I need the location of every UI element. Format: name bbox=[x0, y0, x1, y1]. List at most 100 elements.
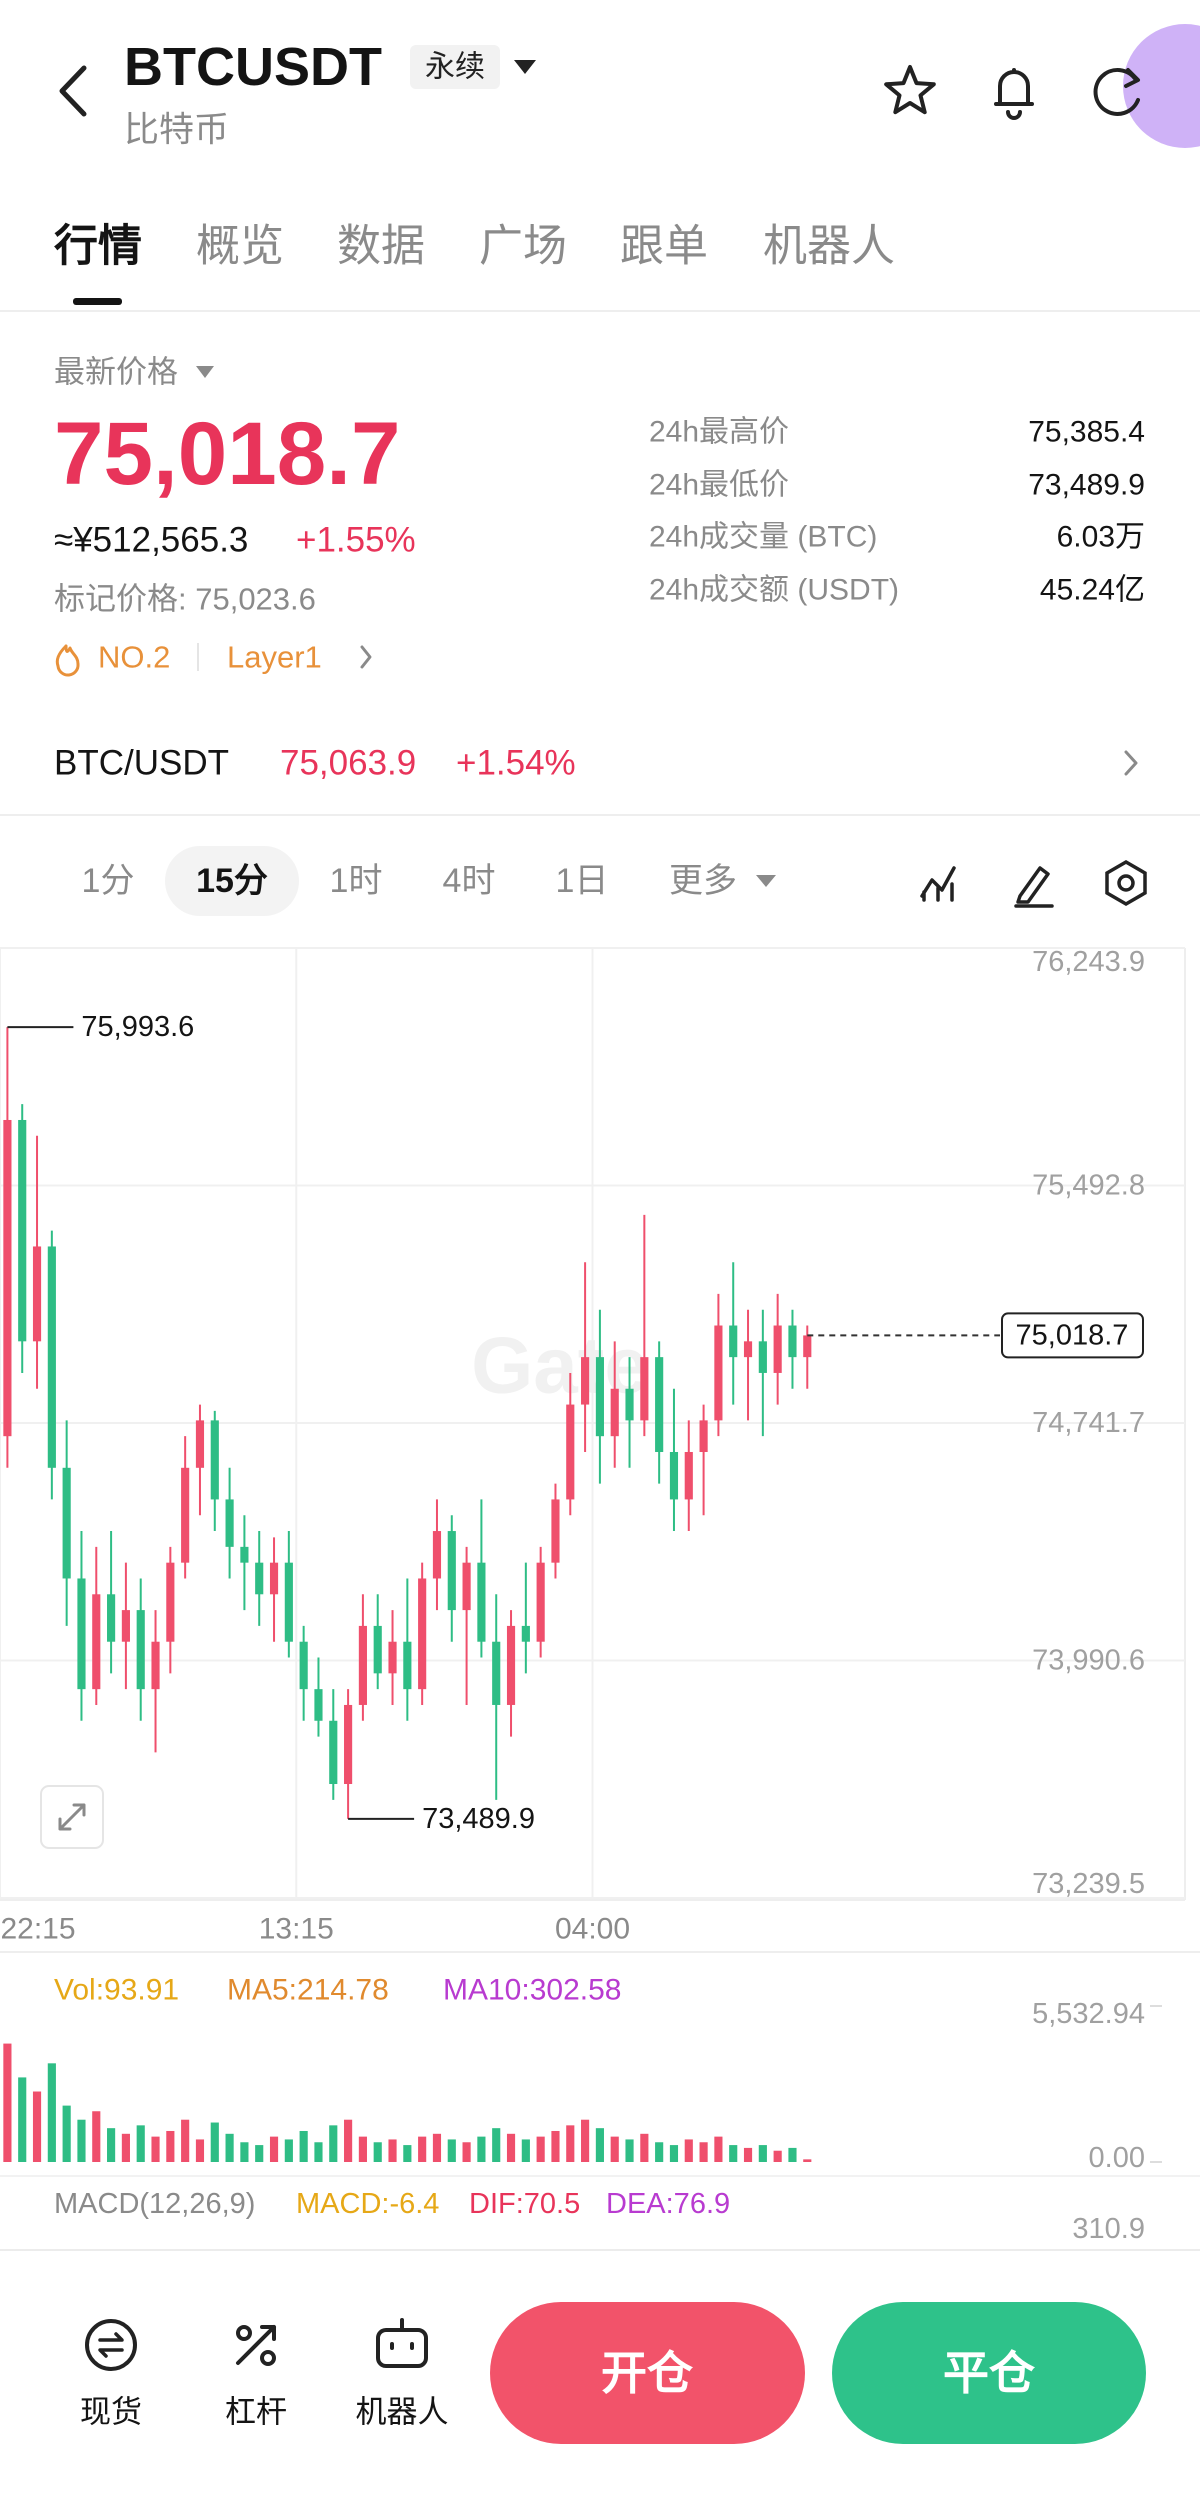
candle-body bbox=[358, 1625, 367, 1705]
candle-body bbox=[181, 1467, 190, 1563]
candle-body bbox=[344, 1704, 353, 1785]
action-label[interactable]: 现货 bbox=[80, 2395, 142, 2430]
candle-body bbox=[551, 1499, 560, 1563]
volume-bar bbox=[284, 2139, 293, 2162]
volume-bar bbox=[255, 2145, 264, 2162]
timeframe-selected-bg bbox=[165, 846, 299, 916]
rank-tag[interactable]: NO.2 bbox=[98, 640, 170, 675]
price-label: 最新价格 bbox=[54, 355, 178, 390]
volume-bar bbox=[107, 2128, 116, 2162]
mark-price: 标记价格: 75,023.6 bbox=[54, 582, 316, 617]
candle-body bbox=[536, 1562, 545, 1642]
volume-tick-label: 0.00 bbox=[1089, 2142, 1145, 2174]
indicator-button[interactable] bbox=[920, 866, 956, 902]
candle-body bbox=[506, 1625, 516, 1705]
volume-bar bbox=[181, 2119, 190, 2162]
timeframe[interactable]: 1分 bbox=[82, 862, 135, 900]
action-label[interactable]: 机器人 bbox=[356, 2395, 449, 2430]
volume-bar bbox=[269, 2136, 279, 2162]
volume-bar bbox=[195, 2139, 205, 2162]
timeframe[interactable]: 1日 bbox=[556, 862, 609, 900]
stat-label: 24h最高价 bbox=[649, 416, 789, 449]
volume-bar bbox=[714, 2136, 723, 2162]
tab[interactable]: 机器人 bbox=[763, 222, 895, 271]
dropdown-arrow[interactable] bbox=[514, 60, 536, 74]
candle-body bbox=[403, 1641, 412, 1690]
volume-bar bbox=[477, 2136, 486, 2162]
volume-bar bbox=[240, 2142, 249, 2162]
macd-axis-label: 310.9 bbox=[1072, 2213, 1145, 2245]
volume-bar bbox=[329, 2125, 338, 2162]
close-button-label[interactable]: 平仓 bbox=[943, 2347, 1036, 2399]
x-tick-label: 22:15 bbox=[0, 1913, 75, 1946]
favorite-button[interactable] bbox=[884, 65, 936, 115]
tab[interactable]: 广场 bbox=[479, 222, 567, 271]
tab[interactable]: 跟单 bbox=[620, 222, 708, 271]
volume-bar bbox=[447, 2139, 456, 2162]
volume-bar bbox=[32, 2091, 42, 2162]
volume-bar bbox=[18, 2077, 27, 2162]
spot-chevron bbox=[1124, 750, 1138, 776]
x-tick-label: 04:00 bbox=[555, 1913, 630, 1946]
sector-tag[interactable]: Layer1 bbox=[227, 640, 322, 675]
candle-body bbox=[581, 1357, 590, 1405]
candle-body bbox=[77, 1578, 86, 1690]
bot-icon-antenna bbox=[390, 2318, 414, 2350]
y-tick-label: 73,239.5 bbox=[1032, 1868, 1145, 1900]
y-tick-label: 73,990.6 bbox=[1032, 1645, 1145, 1677]
volume-bar bbox=[373, 2142, 382, 2162]
share-button[interactable] bbox=[1093, 67, 1140, 116]
macd-dea: DEA:76.9 bbox=[606, 2188, 730, 2220]
spot-pair[interactable]: BTC/USDT bbox=[54, 744, 229, 783]
price-change: +1.55% bbox=[296, 521, 416, 560]
volume-bar bbox=[492, 2128, 501, 2162]
timeframe[interactable]: 1时 bbox=[330, 862, 383, 900]
candle-body bbox=[566, 1404, 575, 1500]
volume-bar bbox=[151, 2136, 160, 2162]
settings-button[interactable] bbox=[1105, 859, 1147, 907]
alert-button[interactable] bbox=[994, 68, 1034, 120]
close-button[interactable] bbox=[832, 2302, 1146, 2444]
tab[interactable]: 行情 bbox=[54, 222, 142, 271]
open-button-label[interactable]: 开仓 bbox=[601, 2347, 694, 2399]
volume-bar bbox=[418, 2136, 427, 2162]
candle-body bbox=[758, 1341, 767, 1373]
open-button[interactable] bbox=[490, 2302, 805, 2444]
spot-icon-arrows bbox=[98, 2332, 124, 2358]
annotation-label: 73,489.9 bbox=[422, 1803, 535, 1835]
settings-dot bbox=[1117, 874, 1135, 892]
tab[interactable]: 概览 bbox=[196, 222, 284, 271]
tag-bg bbox=[410, 45, 500, 89]
floating-bubble bbox=[1123, 24, 1200, 148]
annotation-label: 75,993.6 bbox=[81, 1011, 194, 1043]
action-label[interactable]: 杠杆 bbox=[225, 2395, 287, 2430]
volume-bar bbox=[551, 2130, 560, 2162]
macd-value: MACD:-6.4 bbox=[296, 2188, 439, 2220]
candle-body bbox=[743, 1341, 753, 1358]
draw-button[interactable] bbox=[1014, 866, 1054, 908]
leverage-dot bbox=[260, 2350, 276, 2366]
y-tick-label: 76,243.9 bbox=[1032, 946, 1145, 978]
timeframe[interactable]: 15分 bbox=[196, 862, 268, 900]
candle-body bbox=[225, 1499, 234, 1547]
candle-body bbox=[684, 1451, 693, 1500]
header-subtitle: 比特币 bbox=[124, 111, 229, 150]
back-button[interactable] bbox=[59, 65, 87, 117]
candle-body bbox=[107, 1594, 116, 1642]
candle-body bbox=[240, 1546, 249, 1563]
candle-body bbox=[418, 1578, 427, 1690]
volume-bar bbox=[299, 2130, 308, 2162]
y-tick-label: 74,741.7 bbox=[1032, 1407, 1145, 1439]
spot-change: +1.54% bbox=[456, 744, 576, 783]
timeframe[interactable]: 4时 bbox=[443, 862, 496, 900]
candle-body bbox=[151, 1641, 160, 1690]
candle-body bbox=[3, 1119, 12, 1437]
candle-body bbox=[462, 1562, 471, 1611]
candle-body bbox=[521, 1625, 530, 1642]
stat-value: 75,385.4 bbox=[1028, 416, 1145, 449]
tab[interactable]: 数据 bbox=[337, 222, 425, 271]
timeframe[interactable]: 更多 bbox=[669, 862, 737, 900]
volume-bar bbox=[699, 2142, 708, 2162]
candle-body bbox=[729, 1325, 738, 1358]
